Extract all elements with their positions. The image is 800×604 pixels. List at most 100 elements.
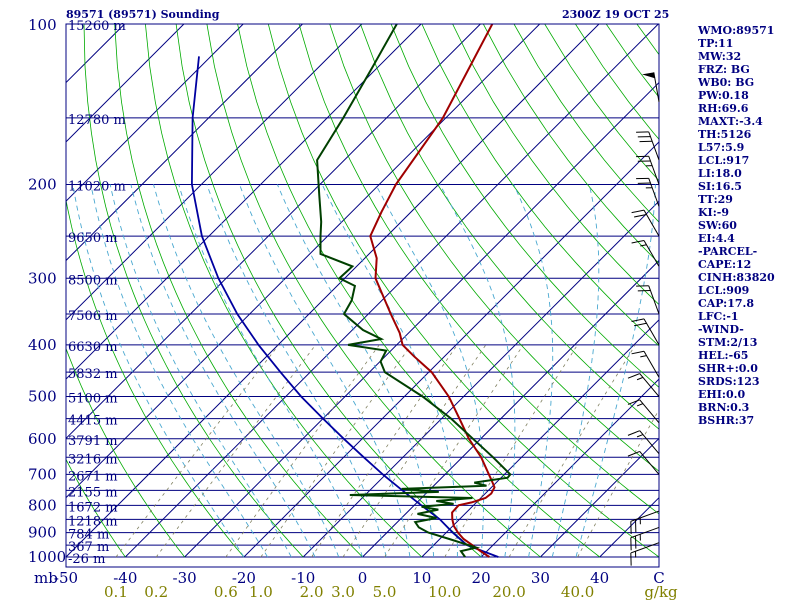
- temperature-tick-label: 30: [531, 569, 550, 587]
- wind-barb: [636, 178, 659, 206]
- wind-barb: [628, 374, 659, 397]
- height-label: 3791 m: [68, 434, 118, 449]
- mixing-ratio-label: 3.0: [331, 583, 355, 600]
- height-label: 2671 m: [68, 469, 118, 484]
- height-label: 9650 m: [68, 231, 118, 246]
- index-row: TH:5126: [698, 128, 798, 141]
- height-label: 5100 m: [68, 392, 118, 407]
- mixing-ratio-line: [445, 345, 578, 557]
- index-row: TP:11: [698, 37, 798, 50]
- index-row: FRZ: BG: [698, 63, 798, 76]
- mixing-ratio-label: 40.0: [561, 583, 594, 600]
- index-row: KI:-9: [698, 206, 798, 219]
- mixing-ratio-label: 0.2: [144, 583, 168, 600]
- index-row: STM:2/13: [698, 336, 798, 349]
- wind-barb: [632, 351, 659, 377]
- pressure-tick-label: 700: [28, 465, 57, 483]
- height-label: 11020 m: [68, 179, 126, 194]
- pressure-tick-label: 800: [28, 496, 57, 514]
- parcel-path-line: [192, 56, 498, 557]
- isotherm-line: [244, 24, 777, 557]
- moist-adiabat-line: [552, 184, 599, 557]
- pressure-tick-label: 300: [28, 269, 57, 287]
- moist-adiabat-line: [514, 184, 553, 557]
- pressure-tick-label: 900: [28, 524, 57, 542]
- height-label: 4415 m: [68, 414, 118, 429]
- wind-barb: [632, 210, 659, 236]
- mixing-ratio-label: 0.1: [104, 583, 128, 600]
- wind-barb: [628, 400, 659, 423]
- height-label: 1672 m: [68, 500, 118, 515]
- index-row: RH:69.6: [698, 102, 798, 115]
- time-label: 2300Z 19 OCT 25: [562, 8, 669, 21]
- height-label: -26 m: [68, 552, 105, 567]
- index-row: MW:32: [698, 50, 798, 63]
- index-row: -WIND-: [698, 323, 798, 336]
- mixing-ratio-label: 1.0: [249, 583, 273, 600]
- wind-barb: [632, 319, 659, 345]
- height-label: 3216 m: [68, 452, 118, 467]
- pressure-tick-label: 100: [28, 16, 57, 34]
- mixing-ratio-line: [578, 345, 697, 557]
- temperature-tick-label: -50: [54, 569, 78, 587]
- index-row: LFC:-1: [698, 310, 798, 323]
- wind-barb: [632, 240, 659, 266]
- station-title: 89571 (89571) Sounding: [66, 8, 219, 21]
- index-row: SHR+:0.0: [698, 362, 798, 375]
- dry-adiabat-line: [268, 24, 659, 557]
- index-row: CAP:17.8: [698, 297, 798, 310]
- isotherm-line: [66, 24, 599, 557]
- index-row: LCL:909: [698, 284, 798, 297]
- isotherm-line: [0, 24, 6, 557]
- index-row: WB0: BG: [698, 76, 798, 89]
- height-label: 2155 m: [68, 485, 118, 500]
- dry-adiabat-line: [238, 24, 600, 557]
- index-row: L57:5.9: [698, 141, 798, 154]
- index-row: CINH:83820: [698, 271, 798, 284]
- index-row: LI:18.0: [698, 167, 798, 180]
- wind-barb: [636, 286, 659, 314]
- moist-adiabat-line: [179, 184, 363, 557]
- height-label: 5832 m: [68, 367, 118, 382]
- wind-barb: [628, 451, 659, 474]
- index-row: SI:16.5: [698, 180, 798, 193]
- mixing-ratio-line: [116, 345, 279, 557]
- index-row: WMO:89571: [698, 24, 798, 37]
- index-row: SW:60: [698, 219, 798, 232]
- temperature-tick-label: 20: [472, 569, 491, 587]
- pressure-tick-label: 400: [28, 336, 57, 354]
- index-row: MAXT:-3.4: [698, 115, 798, 128]
- mixing-ratio-label: 5.0: [373, 583, 397, 600]
- temperature-tick-label: 0: [358, 569, 368, 587]
- index-row: BSHR:37: [698, 414, 798, 427]
- index-row: EI:4.4: [698, 232, 798, 245]
- pressure-tick-label: 500: [28, 388, 57, 406]
- pressure-tick-label: 1000: [28, 548, 66, 566]
- mixing-ratio-label: 10.0: [428, 583, 461, 600]
- index-row: -PARCEL-: [698, 245, 798, 258]
- index-row: EHI:0.0: [698, 388, 798, 401]
- index-row: HEL:-65: [698, 349, 798, 362]
- index-row: PW:0.18: [698, 89, 798, 102]
- temperature-tick-label: -30: [173, 569, 197, 587]
- index-row: LCL:917: [698, 154, 798, 167]
- wind-barb: [631, 511, 659, 534]
- height-label: 12780 m: [68, 113, 126, 128]
- mixing-ratio-label: 2.0: [300, 583, 324, 600]
- height-label: 6630 m: [68, 340, 118, 355]
- height-label: 7506 m: [68, 309, 118, 324]
- mixing-ratio-label: 0.6: [214, 583, 238, 600]
- pressure-tick-label: 600: [28, 430, 57, 448]
- index-row: BRN:0.3: [698, 401, 798, 414]
- mixing-ratio-label: 20.0: [492, 583, 525, 600]
- mixing-ratio-label: g/kg: [644, 583, 678, 600]
- isotherm-line: [125, 24, 658, 557]
- wind-barb: [636, 156, 659, 184]
- temperature-line: [370, 24, 494, 557]
- height-label: 8500 m: [68, 273, 118, 288]
- index-row: SRDS:123: [698, 375, 798, 388]
- height-label: 15260 m: [68, 19, 126, 34]
